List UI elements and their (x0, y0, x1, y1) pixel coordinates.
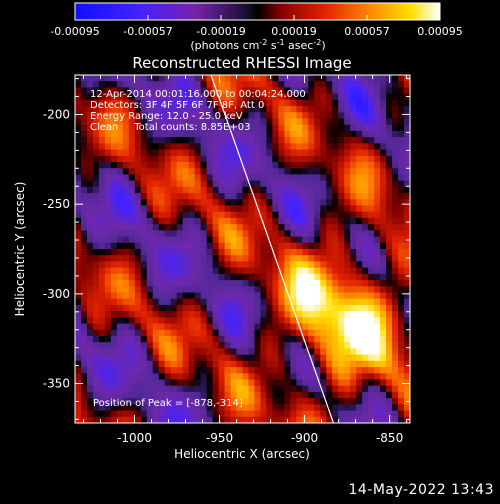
annotation-peak: Position of Peak = [-878,-314] (93, 398, 243, 409)
colorbar-tick-label: 0.00095 (417, 25, 463, 38)
y-tick-label: -300 (43, 287, 70, 301)
colorbar-units: (photons cm-2 s-1 asec-2) (190, 38, 325, 52)
y-tick-label: -250 (43, 197, 70, 211)
x-tick-label: -850 (376, 431, 403, 445)
y-tick-label: -200 (43, 107, 70, 121)
colorbar (74, 2, 441, 21)
colorbar-ticks (74, 15, 441, 20)
colorbar-tick-label: -0.00095 (50, 25, 99, 38)
y-axis: -200 -250 -300 -350 (43, 78, 410, 420)
x-axis-label: Heliocentric X (arcsec) (174, 447, 310, 461)
timestamp-footer: 14-May-2022 13:43 (348, 482, 494, 498)
annotation-energy: Energy Range: 12.0 - 25.0 keV (90, 111, 243, 122)
colorbar-tick-label: -0.00019 (196, 25, 245, 38)
colorbar-tick-label: 0.00057 (344, 25, 390, 38)
annotation-detectors: Detectors: 3F 4F 5F 6F 7F 8F, Att 0 (90, 100, 264, 111)
x-tick-label: -900 (291, 431, 318, 445)
colorbar-tick-label: -0.00057 (123, 25, 172, 38)
y-tick-label: -350 (43, 377, 70, 391)
colorbar-tick-label: 0.00019 (271, 25, 317, 38)
x-tick-label: -1000 (117, 431, 152, 445)
annotation-time-range: 12-Apr-2014 00:01:16.000 to 00:04:24.000 (90, 89, 306, 100)
annotation-counts: Clean Total counts: 8.85E+03 (90, 122, 250, 133)
plot-frame (74, 74, 411, 424)
solar-limb-line (210, 74, 335, 424)
chart-title: Reconstructed RHESSI Image (132, 54, 351, 72)
x-axis: -1000 -950 -900 -850 (83, 75, 408, 445)
x-tick-label: -950 (206, 431, 233, 445)
y-axis-label: Heliocentric Y (arcsec) (13, 182, 27, 317)
heatmap-image (75, 75, 410, 423)
